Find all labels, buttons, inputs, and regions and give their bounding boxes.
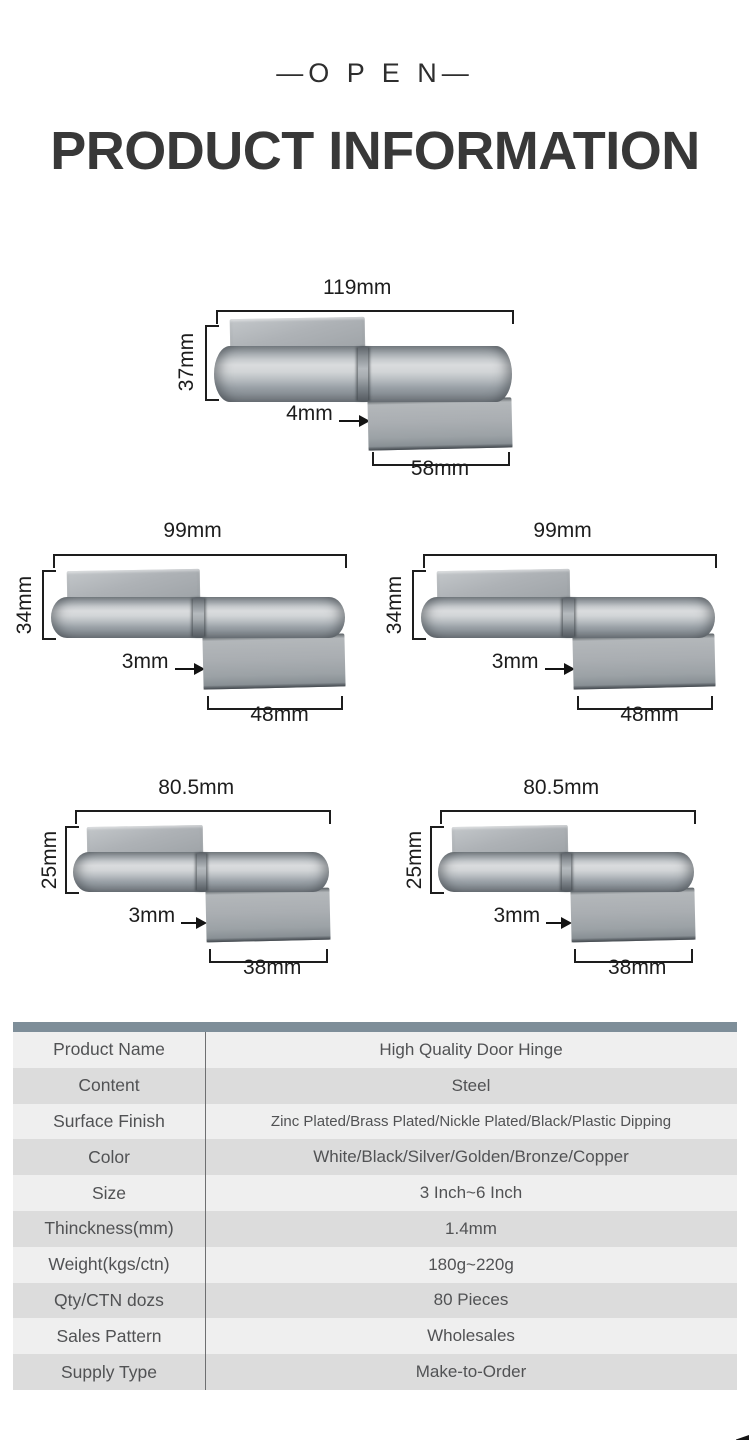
spec-table-row: Weight(kgs/ctn) 180g~220g xyxy=(13,1246,737,1283)
height-dimension-line xyxy=(65,826,80,894)
spec-table-row: Qty/CTN dozs 80 Pieces xyxy=(13,1282,737,1319)
height-dimension-label: 37mm xyxy=(174,332,198,392)
width-dimension-label: 80.5mm xyxy=(158,776,235,799)
leaf-width-line xyxy=(206,696,344,711)
leaf-width-line xyxy=(208,949,329,963)
spec-rows: Product Name High Quality Door Hinge Con… xyxy=(13,1032,737,1390)
leaf-width-label: 48mm xyxy=(620,703,679,727)
height-dimension-line xyxy=(204,325,219,401)
spec-row-label: Content xyxy=(78,1075,140,1096)
thickness-arrow xyxy=(544,663,576,676)
hinge-knuckle-ring xyxy=(562,597,574,638)
leaf-width-label: 38mm xyxy=(242,956,302,979)
spec-row-label: Size xyxy=(91,1182,127,1203)
width-dimension-line xyxy=(423,553,718,568)
height-dimension-line xyxy=(42,570,57,640)
hinge-bottom-leaf xyxy=(202,633,346,690)
leaf-width-label: 48mm xyxy=(250,703,309,727)
hinge-barrel xyxy=(421,596,716,638)
hinge-bottom-leaf xyxy=(572,633,716,690)
hinge-barrel xyxy=(437,852,695,892)
spec-row-value: 1.4mm xyxy=(445,1218,497,1238)
width-dimension-line xyxy=(74,810,332,824)
leaf-width-line xyxy=(371,452,511,466)
thickness-label: 3mm xyxy=(121,650,169,674)
spec-table: Product Name High Quality Door Hinge Con… xyxy=(13,1022,737,1390)
width-dimension-line xyxy=(439,810,697,824)
spec-table-row: Thinckness(mm) 1.4mm xyxy=(13,1210,737,1247)
spec-row-value: High Quality Door Hinge xyxy=(379,1039,563,1059)
spec-table-row: Color White/Black/Silver/Golden/Bronze/C… xyxy=(13,1139,737,1176)
height-dimension-line xyxy=(430,826,445,894)
table-top-bar xyxy=(13,1022,737,1032)
hinge-barrel xyxy=(213,346,512,402)
thickness-label: 3mm xyxy=(493,904,541,927)
height-dimension-label: 25mm xyxy=(37,830,61,890)
width-dimension-label: 99mm xyxy=(533,518,592,542)
thickness-arrow xyxy=(339,415,370,427)
hinge-figure: 99mm 34mm 3mm 48mm xyxy=(8,519,363,727)
leaf-width-label: 38mm xyxy=(607,956,667,979)
spec-table-row: Surface Finish Zinc Plated/Brass Plated/… xyxy=(13,1103,737,1140)
spec-table-row: Content Steel xyxy=(13,1067,737,1104)
hinge-knuckle-ring xyxy=(192,597,204,638)
width-dimension-line xyxy=(216,310,515,324)
spec-row-label: Supply Type xyxy=(61,1361,157,1382)
hinge-barrel xyxy=(72,852,330,892)
spec-table-row: Size 3 Inch~6 Inch xyxy=(13,1175,737,1211)
spec-row-value: 180g~220g xyxy=(428,1254,514,1274)
hinge-knuckle-ring xyxy=(357,347,369,401)
hinge-bottom-leaf xyxy=(569,887,696,943)
spec-row-value: Steel xyxy=(451,1075,491,1095)
height-dimension-label: 34mm xyxy=(382,575,406,635)
spec-row-value: Wholesales xyxy=(427,1326,515,1346)
spec-table-row: Supply Type Make-to-Order xyxy=(13,1354,737,1390)
width-dimension-label: 99mm xyxy=(163,518,222,542)
spec-row-value: White/Black/Silver/Golden/Bronze/Copper xyxy=(313,1147,629,1167)
width-dimension-line xyxy=(53,553,348,568)
hinge-knuckle-ring xyxy=(196,852,206,892)
spec-row-value: Make-to-Order xyxy=(415,1362,527,1382)
hinge-barrel xyxy=(51,596,346,638)
width-dimension-label: 119mm xyxy=(322,276,392,299)
hinge-bottom-leaf xyxy=(367,397,513,451)
spec-row-label: Weight(kgs/ctn) xyxy=(48,1254,170,1275)
spec-row-value: 3 Inch~6 Inch xyxy=(419,1183,523,1203)
hinge-figure: 80.5mm 25mm 3mm 38mm xyxy=(35,776,345,979)
spec-row-label: Product Name xyxy=(53,1039,165,1060)
hinge-figure: 119mm 37mm 4mm 58mm xyxy=(170,276,530,480)
hinge-bottom-leaf xyxy=(204,887,331,943)
width-dimension-label: 80.5mm xyxy=(523,776,600,799)
spec-row-value: Zinc Plated/Brass Plated/Nickle Plated/B… xyxy=(270,1112,672,1130)
leaf-width-label: 58mm xyxy=(410,457,470,480)
open-label: —O P E N— xyxy=(276,58,474,88)
spec-table-row: Product Name High Quality Door Hinge xyxy=(13,1032,737,1068)
thickness-arrow xyxy=(180,917,208,929)
thickness-arrow xyxy=(545,917,573,929)
thickness-label: 3mm xyxy=(128,904,176,927)
table-column-divider xyxy=(205,1032,206,1390)
spec-table-row: Sales Pattern Wholesales xyxy=(13,1318,737,1355)
spec-row-label: Surface Finish xyxy=(53,1110,165,1131)
spec-row-value: 80 Pieces xyxy=(433,1290,509,1310)
leaf-width-line xyxy=(576,696,714,711)
hinge-figure: 80.5mm 25mm 3mm 38mm xyxy=(400,776,710,979)
height-dimension-label: 34mm xyxy=(12,575,36,635)
hinge-figure: 99mm 34mm 3mm 48mm xyxy=(378,519,733,727)
page-title: PRODUCT INFORMATION xyxy=(50,121,700,181)
spec-row-label: Qty/CTN dozs xyxy=(54,1289,164,1310)
hinge-knuckle-ring xyxy=(561,852,571,892)
corner-wedge xyxy=(736,1435,749,1440)
spec-row-label: Thinckness(mm) xyxy=(44,1218,174,1239)
thickness-label: 4mm xyxy=(286,402,333,425)
leaf-width-line xyxy=(573,949,694,963)
spec-row-label: Sales Pattern xyxy=(56,1325,162,1346)
thickness-arrow xyxy=(174,663,206,676)
height-dimension-label: 25mm xyxy=(402,830,426,890)
height-dimension-line xyxy=(412,570,427,640)
thickness-label: 3mm xyxy=(491,650,539,674)
spec-row-label: Color xyxy=(88,1146,130,1167)
